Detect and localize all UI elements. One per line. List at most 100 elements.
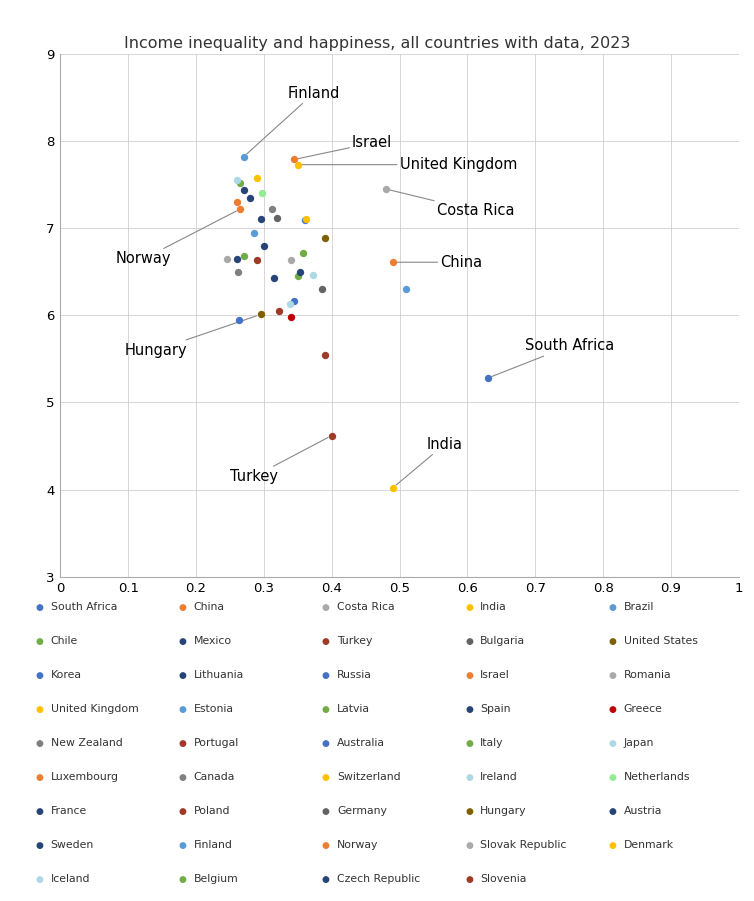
- Text: Romania: Romania: [624, 670, 671, 680]
- Text: China: China: [397, 255, 483, 269]
- Text: Russia: Russia: [337, 670, 372, 680]
- Point: [284, 296, 296, 311]
- Point: [307, 268, 319, 283]
- Text: Sweden: Sweden: [51, 841, 93, 851]
- Point: [254, 307, 266, 322]
- Text: ●: ●: [608, 841, 616, 850]
- Text: India: India: [396, 437, 463, 485]
- Text: Canada: Canada: [194, 772, 235, 782]
- Text: ●: ●: [35, 705, 43, 714]
- Text: Bulgaria: Bulgaria: [480, 636, 526, 646]
- Text: ●: ●: [608, 705, 616, 714]
- Text: ●: ●: [179, 637, 186, 646]
- Text: Israel: Israel: [299, 135, 392, 159]
- Text: United Kingdom: United Kingdom: [302, 157, 517, 172]
- Point: [387, 255, 399, 269]
- Text: ●: ●: [179, 841, 186, 850]
- Point: [231, 173, 243, 187]
- Text: India: India: [480, 602, 507, 612]
- Text: ●: ●: [465, 773, 473, 782]
- Point: [326, 428, 338, 442]
- Text: Portugal: Portugal: [194, 738, 239, 749]
- Point: [238, 183, 250, 197]
- Text: ●: ●: [322, 637, 329, 646]
- Text: ●: ●: [179, 773, 186, 782]
- Text: Norway: Norway: [116, 211, 237, 266]
- Point: [380, 182, 392, 196]
- Text: ●: ●: [608, 603, 616, 612]
- Point: [299, 214, 311, 228]
- Point: [251, 170, 263, 185]
- Text: ●: ●: [465, 875, 473, 884]
- Text: South Africa: South Africa: [51, 602, 117, 612]
- Point: [400, 282, 412, 296]
- Point: [248, 225, 260, 240]
- Text: Netherlands: Netherlands: [624, 772, 690, 782]
- Text: Income inequality and happiness, all countries with data, 2023: Income inequality and happiness, all cou…: [124, 36, 630, 51]
- Point: [292, 158, 304, 172]
- Text: South Africa: South Africa: [492, 339, 615, 377]
- Text: ●: ●: [35, 841, 43, 850]
- Text: Denmark: Denmark: [624, 841, 673, 851]
- Text: Iceland: Iceland: [51, 875, 90, 885]
- Text: ●: ●: [322, 705, 329, 714]
- Text: Costa Rica: Costa Rica: [337, 602, 394, 612]
- Text: Austria: Austria: [624, 806, 662, 816]
- Point: [251, 253, 263, 268]
- Point: [294, 265, 306, 279]
- Point: [315, 282, 327, 296]
- Text: ●: ●: [608, 807, 616, 816]
- Point: [234, 202, 246, 216]
- Text: ●: ●: [179, 670, 186, 679]
- Text: France: France: [51, 806, 87, 816]
- Text: ●: ●: [35, 807, 43, 816]
- Point: [285, 310, 297, 324]
- Text: Israel: Israel: [480, 670, 510, 680]
- Point: [220, 251, 232, 266]
- Text: Czech Republic: Czech Republic: [337, 875, 420, 885]
- Text: ●: ●: [322, 875, 329, 884]
- Text: Latvia: Latvia: [337, 705, 370, 714]
- Text: Greece: Greece: [624, 705, 663, 714]
- Point: [292, 268, 304, 283]
- Point: [296, 245, 308, 259]
- Text: ●: ●: [35, 773, 43, 782]
- Text: Costa Rica: Costa Rica: [390, 190, 514, 218]
- Text: ●: ●: [465, 603, 473, 612]
- Text: Norway: Norway: [337, 841, 379, 851]
- Text: ●: ●: [179, 875, 186, 884]
- Text: Australia: Australia: [337, 738, 385, 749]
- Text: Hungary: Hungary: [480, 806, 527, 816]
- Text: ●: ●: [35, 875, 43, 884]
- Point: [231, 195, 243, 209]
- Point: [231, 251, 243, 266]
- Text: ●: ●: [35, 739, 43, 748]
- Text: Chile: Chile: [51, 636, 78, 646]
- Text: Ireland: Ireland: [480, 772, 518, 782]
- Text: Switzerland: Switzerland: [337, 772, 400, 782]
- Text: Turkey: Turkey: [337, 636, 372, 646]
- Text: United States: United States: [624, 636, 697, 646]
- Point: [238, 150, 250, 164]
- Text: Brazil: Brazil: [624, 602, 654, 612]
- Point: [234, 313, 246, 327]
- Text: ●: ●: [179, 603, 186, 612]
- Text: Slovenia: Slovenia: [480, 875, 527, 885]
- Text: Belgium: Belgium: [194, 875, 238, 885]
- Point: [300, 212, 312, 226]
- Text: China: China: [194, 602, 225, 612]
- Text: Finland: Finland: [247, 86, 340, 154]
- Point: [238, 249, 250, 263]
- Text: ●: ●: [35, 670, 43, 679]
- Point: [273, 304, 285, 318]
- Text: ●: ●: [465, 841, 473, 850]
- Text: Poland: Poland: [194, 806, 230, 816]
- Text: Spain: Spain: [480, 705, 510, 714]
- Text: Germany: Germany: [337, 806, 387, 816]
- Text: ●: ●: [465, 670, 473, 679]
- Text: Mexico: Mexico: [194, 636, 232, 646]
- Text: ●: ●: [179, 705, 186, 714]
- Text: ●: ●: [179, 739, 186, 748]
- Text: ●: ●: [322, 670, 329, 679]
- Point: [254, 212, 266, 226]
